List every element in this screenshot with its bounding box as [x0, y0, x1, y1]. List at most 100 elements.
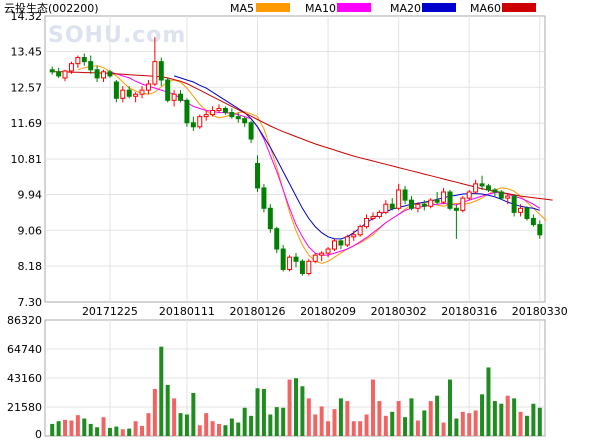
volume-bar: [69, 420, 74, 436]
volume-bar: [447, 379, 452, 436]
candle-body: [49, 69, 55, 73]
candle-body: [332, 240, 337, 250]
price-tick-label: 12.57: [11, 81, 43, 94]
candle-body: [171, 93, 177, 101]
candle-body: [68, 63, 74, 72]
volume-bar: [127, 428, 132, 436]
volume-bar: [441, 422, 446, 436]
candle-body: [351, 234, 357, 238]
candle-body: [210, 110, 216, 116]
candle-body: [255, 162, 260, 189]
volume-bar: [306, 398, 311, 436]
legend-label-ma20: MA20: [390, 2, 421, 15]
watermark: SOHU.com: [48, 23, 186, 48]
date-tick-label: 20171225: [82, 305, 138, 318]
volume-bar: [50, 423, 55, 436]
volume-bar: [268, 414, 273, 436]
candle-body: [120, 89, 126, 99]
volume-bar: [56, 421, 61, 436]
candle-body: [287, 256, 293, 270]
date-x-axis: 20171225 20180111 20180126 20180209 20180302…: [82, 305, 568, 318]
volume-bar: [390, 411, 395, 436]
volume-bar: [377, 401, 382, 436]
candle-body: [447, 191, 453, 209]
legend-swatch-ma20: [422, 3, 456, 12]
legend-swatch-ma60: [502, 3, 536, 12]
candle-body: [518, 207, 524, 213]
volume-bar: [210, 421, 215, 436]
volume-tick-label: 64740: [7, 343, 42, 356]
volume-bar: [197, 425, 202, 436]
candle-body: [299, 260, 305, 274]
candle-body: [165, 79, 171, 101]
candle-body: [530, 217, 536, 226]
volume-bar: [165, 384, 170, 436]
candle-body: [94, 69, 100, 79]
candle-body: [62, 70, 68, 79]
candle-body: [357, 226, 363, 236]
candle-body: [344, 236, 350, 246]
candle-body: [267, 207, 273, 230]
candle-body: [325, 248, 331, 254]
volume-bar: [229, 418, 234, 436]
volume-bar: [152, 388, 157, 436]
volume-tick-label: 43160: [7, 372, 42, 385]
volume-bar: [467, 413, 472, 436]
volume-bar: [120, 429, 125, 436]
volume-bar: [236, 422, 241, 436]
candle-body: [485, 185, 491, 191]
candle-body: [505, 195, 511, 199]
volume-tick-label: 86320: [7, 314, 42, 327]
candle-body: [319, 252, 325, 256]
candle-body: [479, 183, 485, 187]
candle-body: [376, 211, 382, 217]
candle-body: [460, 197, 466, 211]
candle-body: [434, 199, 440, 203]
candle-body: [222, 107, 228, 114]
volume-bar: [159, 346, 164, 436]
volume-bar: [204, 413, 209, 436]
volume-bar: [338, 398, 343, 436]
volume-bar-series: [50, 346, 542, 436]
volume-bar: [63, 419, 68, 436]
candle-body: [511, 195, 517, 213]
volume-bar: [217, 423, 222, 436]
candle-body: [492, 189, 498, 193]
date-tick-label: 20180126: [230, 305, 286, 318]
volume-bar: [313, 414, 318, 436]
volume-bar: [261, 388, 266, 436]
volume-bar: [191, 392, 196, 436]
volume-tick-label: 0: [35, 428, 42, 440]
volume-bar: [287, 379, 292, 436]
volume-bar: [326, 421, 331, 436]
price-tick-label: 9.94: [18, 188, 43, 201]
volume-bar: [524, 415, 529, 436]
volume-bar: [319, 406, 324, 436]
candle-body: [113, 81, 119, 99]
volume-bar: [428, 401, 433, 436]
candle-body: [383, 203, 389, 213]
candle-body: [235, 116, 241, 120]
candle-body: [408, 199, 414, 209]
volume-bar: [383, 415, 388, 436]
date-tick-label: 20180209: [300, 305, 356, 318]
volume-bar: [184, 414, 189, 436]
volume-bar: [422, 410, 427, 436]
volume-tick-label: 21580: [7, 401, 42, 414]
candle-body: [248, 122, 254, 140]
candle-body: [280, 248, 286, 270]
ma-line-ma60: [52, 71, 553, 201]
volume-bar: [82, 418, 87, 436]
volume-bar: [133, 421, 138, 436]
candle-body: [306, 260, 312, 274]
candle-body: [75, 57, 81, 65]
legend-label-ma60: MA60: [470, 2, 501, 15]
price-tick-label: 10.81: [11, 153, 43, 166]
volume-bar: [146, 413, 151, 436]
volume-bar: [499, 403, 504, 436]
price-tick-label: 7.30: [18, 296, 43, 309]
candle-body: [197, 116, 203, 128]
volume-bar: [435, 395, 440, 436]
candle-body: [101, 71, 107, 79]
